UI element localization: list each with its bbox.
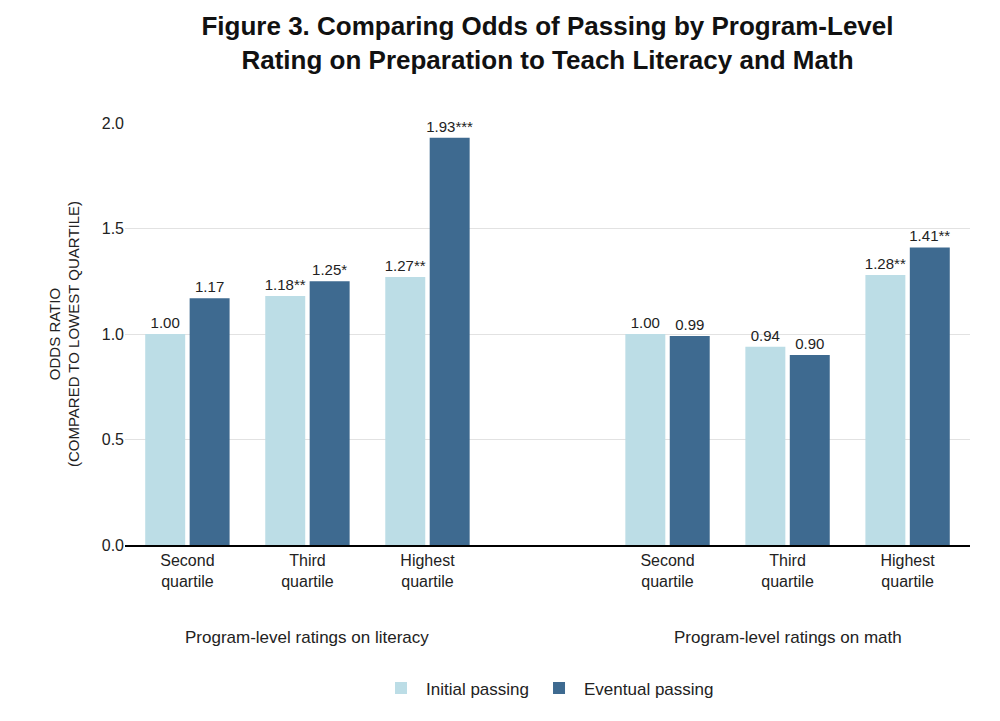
svg-text:0.90: 0.90 [795,335,824,352]
svg-text:1.5: 1.5 [102,220,124,237]
svg-text:1.27**: 1.27** [385,257,426,274]
svg-text:Program-level ratings on math: Program-level ratings on math [674,628,902,647]
svg-text:Eventual passing: Eventual passing [584,680,713,699]
svg-text:Secondquartile: Secondquartile [160,552,214,590]
svg-text:ODDS RATIO(COMPARED TO LOWEST: ODDS RATIO(COMPARED TO LOWEST QUARTILE) [46,201,83,467]
svg-text:Highestquartile: Highestquartile [880,552,935,590]
svg-text:1.41**: 1.41** [909,227,950,244]
svg-text:Secondquartile: Secondquartile [640,552,694,590]
svg-text:0.0: 0.0 [102,537,124,554]
svg-text:Figure 3. Comparing Odds of Pa: Figure 3. Comparing Odds of Passing by P… [201,11,893,75]
svg-text:1.25*: 1.25* [312,261,347,278]
svg-text:0.94: 0.94 [751,327,780,344]
svg-text:1.17: 1.17 [195,278,224,295]
svg-text:Highestquartile: Highestquartile [400,552,455,590]
svg-text:1.18**: 1.18** [265,276,306,293]
svg-text:Thirdquartile: Thirdquartile [761,552,814,590]
svg-text:1.00: 1.00 [151,314,180,331]
svg-text:2.0: 2.0 [102,115,124,132]
svg-text:Thirdquartile: Thirdquartile [281,552,334,590]
svg-text:1.00: 1.00 [631,314,660,331]
svg-text:1.28**: 1.28** [865,255,906,272]
svg-text:1.0: 1.0 [102,326,124,343]
svg-text:Initial passing: Initial passing [426,680,529,699]
svg-text:Program-level ratings on liter: Program-level ratings on literacy [185,628,429,647]
svg-text:0.99: 0.99 [675,316,704,333]
svg-text:1.93***: 1.93*** [426,118,473,135]
svg-text:0.5: 0.5 [102,431,124,448]
